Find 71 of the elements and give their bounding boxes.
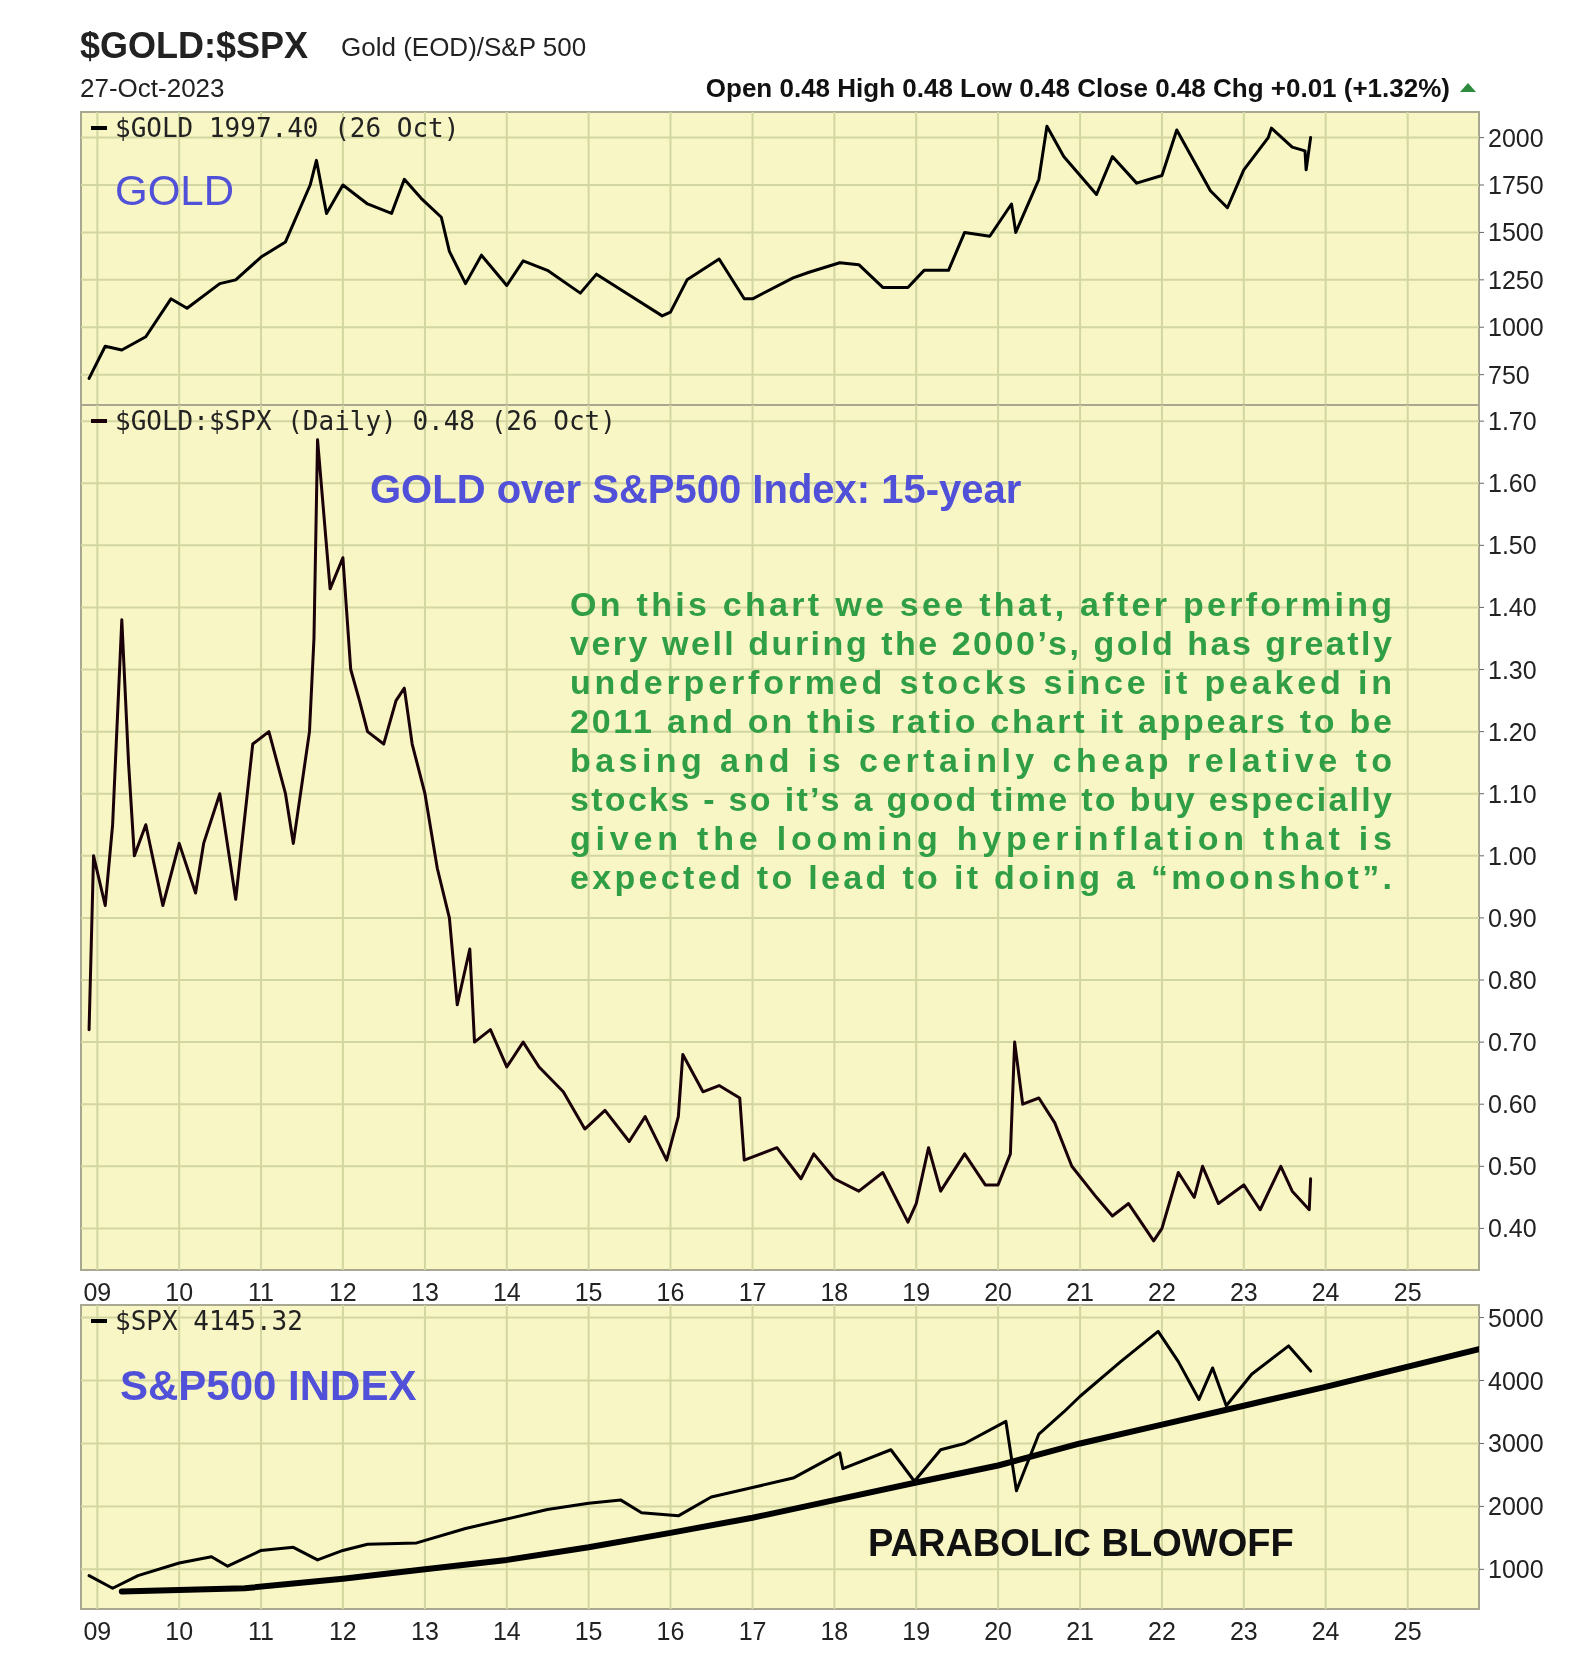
text: 27-Oct-2023 [80, 73, 225, 103]
legend-label: $SPX 4145.32 [115, 1306, 303, 1336]
x-tick-label: 11 [248, 1278, 275, 1306]
y-tick-label: 0.80 [1488, 966, 1537, 995]
x-tick-label: 24 [1311, 1278, 1340, 1306]
y-tick-label: 1.40 [1488, 593, 1537, 622]
y-tick-label: 0.40 [1488, 1214, 1537, 1243]
x-tick-label: 20 [984, 1617, 1012, 1645]
y-tick-label: 1.00 [1488, 841, 1537, 870]
annotation: S&P500 INDEX [120, 1362, 417, 1409]
x-tick-label: 12 [328, 1278, 357, 1306]
y-tick-label: 1.30 [1488, 655, 1537, 684]
annotation: GOLD over S&P500 Index: 15-year [370, 467, 1022, 511]
y-tick-label: 0.90 [1488, 903, 1537, 932]
x-tick-label: 16 [656, 1278, 685, 1306]
x-tick-label: 11 [248, 1617, 275, 1645]
x-tick-label: 15 [574, 1617, 603, 1645]
y-tick-label: 3000 [1488, 1429, 1544, 1458]
y-tick-label: 1000 [1488, 1555, 1544, 1584]
text: Open 0.48 High 0.48 Low 0.48 Close 0.48 Chg +0.01 (+1.32%) [705, 73, 1450, 103]
x-tick-label: 14 [492, 1278, 521, 1306]
x-tick-label: 13 [411, 1617, 439, 1645]
chart-subtitle: Gold (EOD)/S&P 500 [341, 32, 587, 62]
x-tick-label: 23 [1229, 1278, 1258, 1306]
annotation: GOLD [115, 167, 235, 214]
y-tick-label: 750 [1488, 360, 1530, 389]
y-tick-label: 1500 [1488, 218, 1544, 247]
annotation: PARABOLIC BLOWOFF [868, 1522, 1294, 1564]
x-tick-label: 22 [1148, 1617, 1176, 1645]
x-tick-label: 10 [165, 1278, 194, 1306]
y-tick-label: 4000 [1488, 1366, 1544, 1395]
x-tick-label: 15 [574, 1278, 603, 1306]
x-tick-label: 23 [1229, 1617, 1258, 1645]
x-tick-label: 19 [902, 1617, 931, 1645]
x-tick-label: 12 [328, 1617, 357, 1645]
x-tick-label: 09 [83, 1617, 112, 1645]
x-tick-label: 24 [1311, 1617, 1340, 1645]
x-tick-label: 19 [902, 1278, 931, 1306]
y-tick-label: 1250 [1488, 265, 1544, 294]
y-tick-label: 2000 [1488, 123, 1544, 152]
y-tick-label: 5000 [1488, 1303, 1544, 1332]
x-tick-label: 17 [738, 1278, 767, 1306]
x-tick-label: 17 [738, 1617, 767, 1645]
y-tick-label: 1.20 [1488, 717, 1537, 746]
y-tick-label: 2000 [1488, 1492, 1544, 1521]
x-tick-label: 25 [1393, 1617, 1422, 1645]
y-tick-label: 1.70 [1488, 407, 1537, 436]
x-tick-label: 10 [165, 1617, 194, 1645]
legend-label: $GOLD 1997.40 (26 Oct) [115, 113, 460, 143]
y-tick-label: 1.10 [1488, 779, 1537, 808]
y-tick-label: 1.50 [1488, 531, 1537, 560]
x-tick-label: 21 [1066, 1278, 1095, 1306]
y-tick-label: 1000 [1488, 313, 1544, 342]
legend-label: $GOLD:$SPX (Daily) 0.48 (26 Oct) [115, 406, 616, 436]
x-tick-label: 13 [411, 1278, 439, 1306]
y-tick-label: 0.60 [1488, 1090, 1537, 1119]
x-tick-label: 09 [83, 1278, 112, 1306]
x-tick-label: 20 [984, 1278, 1012, 1306]
chart-title: $GOLD:$SPX [80, 25, 309, 66]
x-tick-label: 21 [1066, 1617, 1095, 1645]
y-tick-label: 1750 [1488, 171, 1544, 200]
x-tick-label: 18 [820, 1617, 849, 1645]
x-tick-label: 18 [820, 1278, 849, 1306]
x-tick-label: 25 [1393, 1278, 1422, 1306]
x-tick-label: 22 [1148, 1278, 1176, 1306]
x-tick-label: 14 [492, 1617, 521, 1645]
annotation: On this chart we see that, after performing very well during the 2000’s, gold has greatly underperformed stocks since it peaked in 2011 and on this ratio chart it appears to be basing and is certainly cheap relative to stocks - so it’s a good time to buy especially given the looming hyperinflation that is expected to lead to it doing a “moonshot”. [570, 585, 1393, 896]
y-tick-label: 0.70 [1488, 1028, 1537, 1057]
x-tick-label: 16 [656, 1617, 685, 1645]
y-tick-label: 1.60 [1488, 469, 1537, 498]
y-tick-label: 0.50 [1488, 1152, 1537, 1181]
